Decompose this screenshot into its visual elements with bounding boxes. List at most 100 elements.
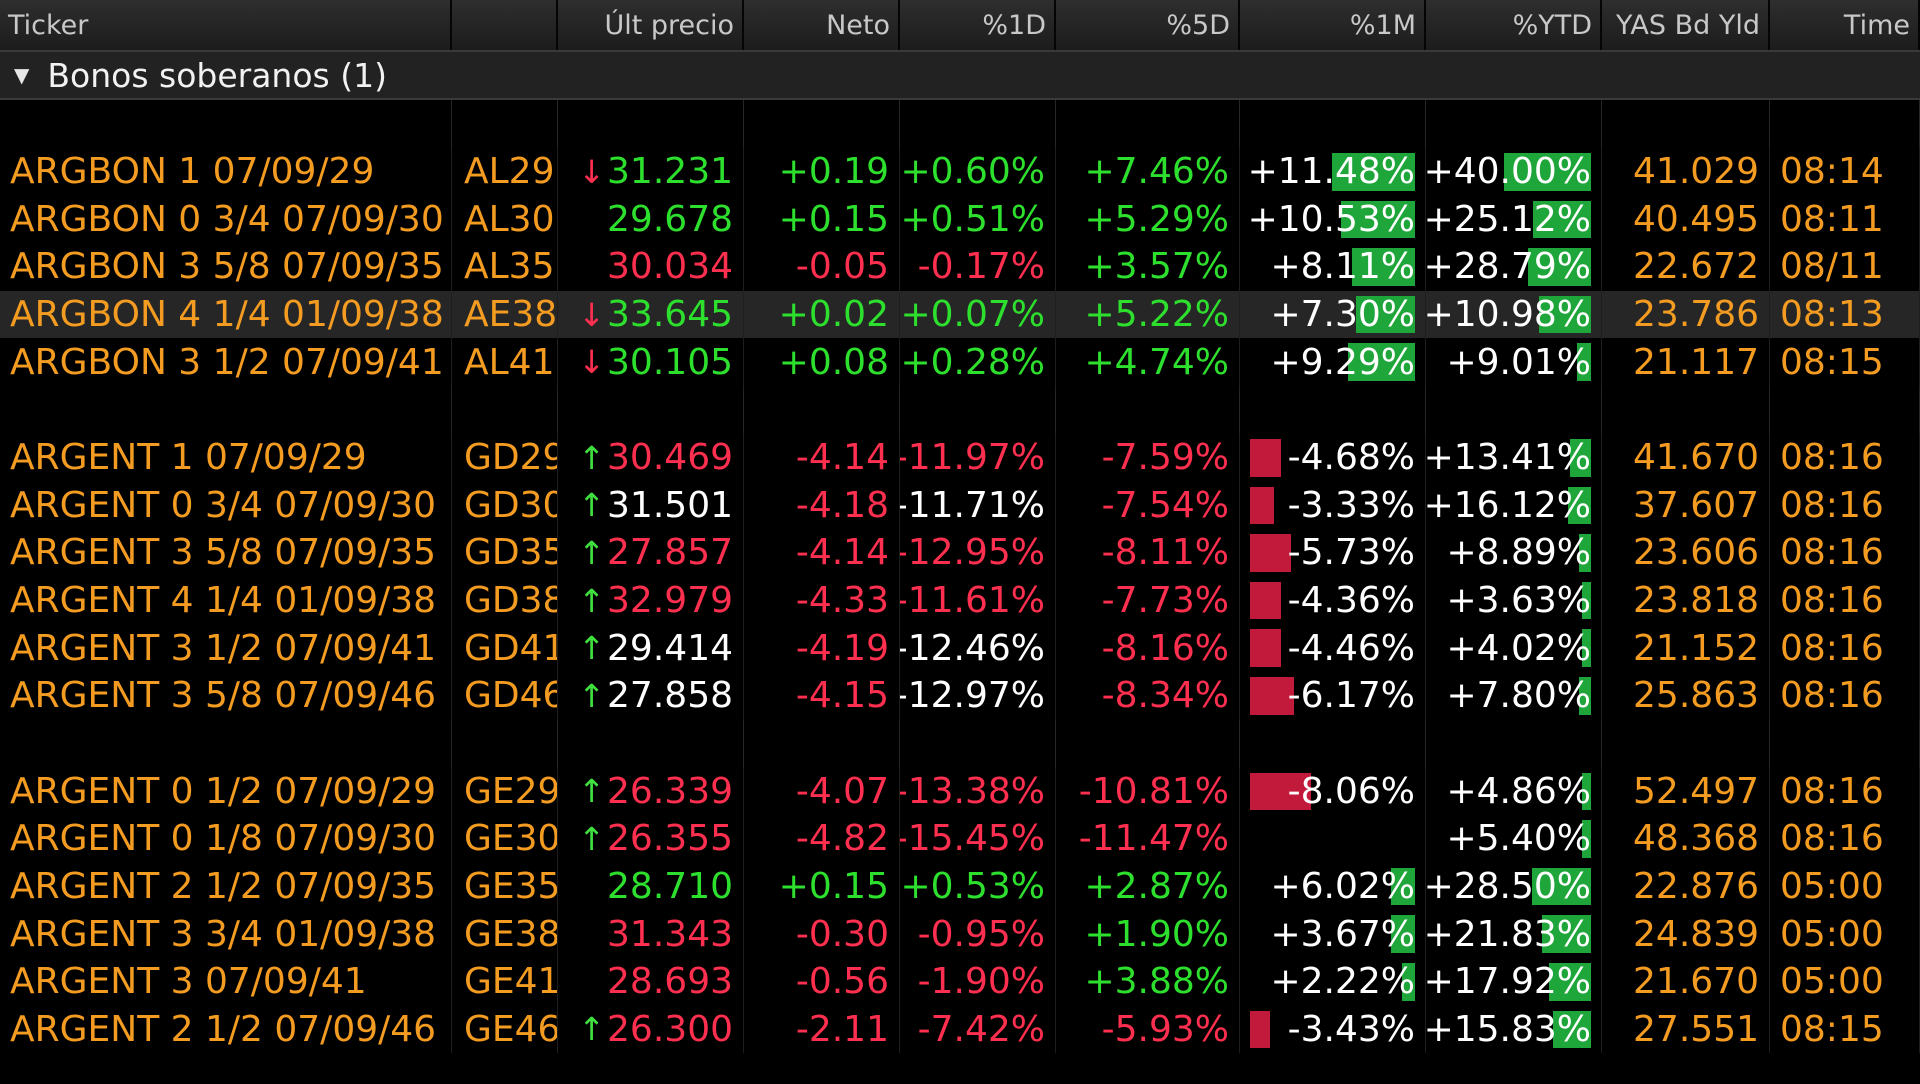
pct-1d-cell: -12.46% — [900, 624, 1056, 672]
net-change-cell: -4.14 — [744, 529, 900, 577]
pct-5d-cell: -11.47% — [1056, 815, 1240, 863]
column-header-yield[interactable]: YAS Bd Yld — [1602, 0, 1770, 50]
bond-code-cell[interactable]: AE38 — [452, 290, 558, 339]
bond-code-cell[interactable]: GD38 — [452, 576, 558, 625]
table-row[interactable]: ARGBON 4 1/4 01/09/38 AE38 ↓ 33.645 +0.02 +0.… — [0, 290, 1920, 339]
time-cell: 08:16 — [1770, 433, 1920, 482]
column-header-pct-1d[interactable]: %1D — [900, 0, 1056, 50]
last-price-value: 29.678 — [607, 198, 733, 240]
empty-cell — [558, 385, 744, 434]
table-row[interactable]: ARGENT 2 1/2 07/09/46 GE46 ↑ 26.300 -2.11 -7.… — [0, 1005, 1920, 1054]
pct-ytd-cell-value: +3.63% — [1446, 580, 1591, 622]
bond-code-cell[interactable]: AL29 — [452, 148, 558, 196]
pct-ytd-cell-value: +8.89% — [1446, 532, 1591, 574]
bond-code-cell[interactable]: GE46 — [452, 1005, 558, 1054]
table-row[interactable]: ARGBON 0 3/4 07/09/30 AL30 29.678 +0.15 +0.5… — [0, 195, 1920, 244]
bond-code-cell[interactable]: GE41 — [452, 957, 558, 1006]
arrow-up-icon: ↑ — [578, 629, 606, 668]
bond-name-cell[interactable]: ARGENT 3 1/2 07/09/41 — [0, 624, 452, 672]
net-change-cell: +0.08 — [744, 338, 900, 386]
last-price-value: 30.034 — [607, 246, 733, 288]
bond-table-body: ARGBON 1 07/09/29 AL29 ↓ 31.231 +0.19 +0.60% +… — [0, 100, 1920, 1054]
positive-heat-bar — [1570, 438, 1591, 477]
table-row[interactable]: ARGBON 3 1/2 07/09/41 AL41 ↓ 30.105 +0.08 +0.… — [0, 338, 1920, 386]
positive-heat-bar — [1503, 153, 1591, 191]
bond-code-cell[interactable]: GE38 — [452, 910, 558, 958]
pct-ytd-cell-value: +25.12% — [1426, 198, 1591, 240]
yield-cell: 23.786 — [1602, 290, 1770, 339]
table-row[interactable]: ARGENT 4 1/4 01/09/38 GD38 ↑ 32.979 -4.33 -11… — [0, 576, 1920, 625]
bond-code-cell[interactable]: GE29 — [452, 767, 558, 816]
pct-5d-cell: -7.59% — [1056, 433, 1240, 482]
pct-ytd-cell-value: +4.02% — [1446, 627, 1591, 669]
bond-code-cell[interactable]: GD35 — [452, 529, 558, 577]
bond-name-cell[interactable]: ARGBON 3 1/2 07/09/41 — [0, 338, 452, 386]
bond-code-cell[interactable]: AL41 — [452, 338, 558, 386]
table-row[interactable]: ARGBON 1 07/09/29 AL29 ↓ 31.231 +0.19 +0.60% +… — [0, 148, 1920, 196]
bond-name-cell[interactable]: ARGENT 2 1/2 07/09/35 — [0, 862, 452, 911]
pct-ytd-cell-value: +28.50% — [1426, 866, 1591, 908]
column-header-pct-ytd[interactable]: %YTD — [1426, 0, 1602, 50]
column-header-last-price[interactable]: Últ precio — [558, 0, 744, 50]
bond-name-cell[interactable]: ARGBON 1 07/09/29 — [0, 148, 452, 196]
bond-name-cell[interactable]: ARGENT 1 07/09/29 — [0, 433, 452, 482]
bond-name-cell[interactable]: ARGENT 3 3/4 01/09/38 — [0, 910, 452, 958]
table-row[interactable]: ARGENT 3 5/8 07/09/35 GD35 ↑ 27.857 -4.14 -12… — [0, 529, 1920, 577]
bond-name-cell[interactable]: ARGBON 3 5/8 07/09/35 — [0, 243, 452, 291]
pct-1m-cell: -8.06% — [1240, 767, 1426, 816]
column-header-time[interactable]: Time — [1770, 0, 1920, 50]
bond-code-cell[interactable]: GE30 — [452, 815, 558, 863]
table-row[interactable]: ARGENT 2 1/2 07/09/35 GE35 28.710 +0.15 +0.5… — [0, 862, 1920, 911]
bond-name-cell[interactable]: ARGENT 0 3/4 07/09/30 — [0, 481, 452, 530]
yield-cell: 37.607 — [1602, 481, 1770, 530]
column-header-pct-1m[interactable]: %1M — [1240, 0, 1426, 50]
bond-code-cell[interactable]: GD30 — [452, 481, 558, 530]
bond-name-cell[interactable]: ARGENT 4 1/4 01/09/38 — [0, 576, 452, 625]
pct-ytd-cell: +13.41% — [1426, 433, 1602, 482]
pct-5d-cell: -8.16% — [1056, 624, 1240, 672]
bond-name-cell[interactable]: ARGENT 0 1/2 07/09/29 — [0, 767, 452, 816]
bond-code-cell[interactable]: GE35 — [452, 862, 558, 911]
section-spacer-row — [0, 100, 1920, 148]
collapse-caret-icon[interactable]: ▼ — [14, 63, 30, 87]
pct-5d-cell: -10.81% — [1056, 767, 1240, 816]
table-row[interactable]: ARGBON 3 5/8 07/09/35 AL35 30.034 -0.05 -0.1… — [0, 243, 1920, 291]
column-header-pct-5d[interactable]: %5D — [1056, 0, 1240, 50]
pct-5d-cell: -7.54% — [1056, 481, 1240, 530]
table-row[interactable]: ARGENT 3 5/8 07/09/46 GD46 ↑ 27.858 -4.15 -12… — [0, 671, 1920, 720]
table-row[interactable]: ARGENT 3 1/2 07/09/41 GD41 ↑ 29.414 -4.19 -12… — [0, 624, 1920, 672]
pct-1d-cell: -1.90% — [900, 957, 1056, 1006]
bond-code-cell[interactable]: AL30 — [452, 195, 558, 244]
bond-name-cell[interactable]: ARGENT 0 1/8 07/09/30 — [0, 815, 452, 863]
table-row[interactable]: ARGENT 3 07/09/41 GE41 28.693 -0.56 -1.90% +3… — [0, 957, 1920, 1006]
pct-ytd-cell-value: +16.12% — [1426, 484, 1591, 526]
column-header-net-change[interactable]: Neto — [744, 0, 900, 50]
bond-code-cell[interactable]: GD41 — [452, 624, 558, 672]
pct-ytd-cell: +5.40% — [1426, 815, 1602, 863]
pct-ytd-cell-value: +9.01% — [1446, 341, 1591, 383]
bond-name-cell[interactable]: ARGENT 3 07/09/41 — [0, 957, 452, 1006]
table-row[interactable]: ARGENT 0 1/8 07/09/30 GE30 ↑ 26.355 -4.82 -15… — [0, 815, 1920, 863]
pct-1m-cell-value: +6.02% — [1270, 866, 1415, 908]
time-cell: 08/11 — [1770, 243, 1920, 291]
table-row[interactable]: ARGENT 0 1/2 07/09/29 GE29 ↑ 26.339 -4.07 -13… — [0, 767, 1920, 816]
bond-name-cell[interactable]: ARGENT 3 5/8 07/09/46 — [0, 671, 452, 720]
bond-code-cell[interactable]: AL35 — [452, 243, 558, 291]
bond-code-cell[interactable]: GD46 — [452, 671, 558, 720]
table-row[interactable]: ARGENT 1 07/09/29 GD29 ↑ 30.469 -4.14 -11.97%… — [0, 433, 1920, 482]
table-row[interactable]: ARGENT 3 3/4 01/09/38 GE38 31.343 -0.30 -0.9… — [0, 910, 1920, 958]
bond-code-cell[interactable]: GD29 — [452, 433, 558, 482]
empty-cell — [1426, 385, 1602, 434]
bond-name-cell[interactable]: ARGBON 4 1/4 01/09/38 — [0, 290, 452, 339]
yield-cell: 27.551 — [1602, 1005, 1770, 1054]
bond-name-cell[interactable]: ARGENT 2 1/2 07/09/46 — [0, 1005, 452, 1054]
last-price-value: 33.645 — [607, 294, 733, 336]
bond-name-cell[interactable]: ARGBON 0 3/4 07/09/30 — [0, 195, 452, 244]
column-header-code[interactable] — [452, 0, 558, 50]
table-row[interactable]: ARGENT 0 3/4 07/09/30 GD30 ↑ 31.501 -4.18 -11… — [0, 481, 1920, 530]
bond-name-cell[interactable]: ARGENT 3 5/8 07/09/35 — [0, 529, 452, 577]
column-header-ticker[interactable]: Ticker — [0, 0, 452, 50]
group-header-sovereign-bonds[interactable]: ▼ Bonos soberanos (1) — [0, 52, 1920, 100]
pct-1d-cell: -7.42% — [900, 1005, 1056, 1054]
